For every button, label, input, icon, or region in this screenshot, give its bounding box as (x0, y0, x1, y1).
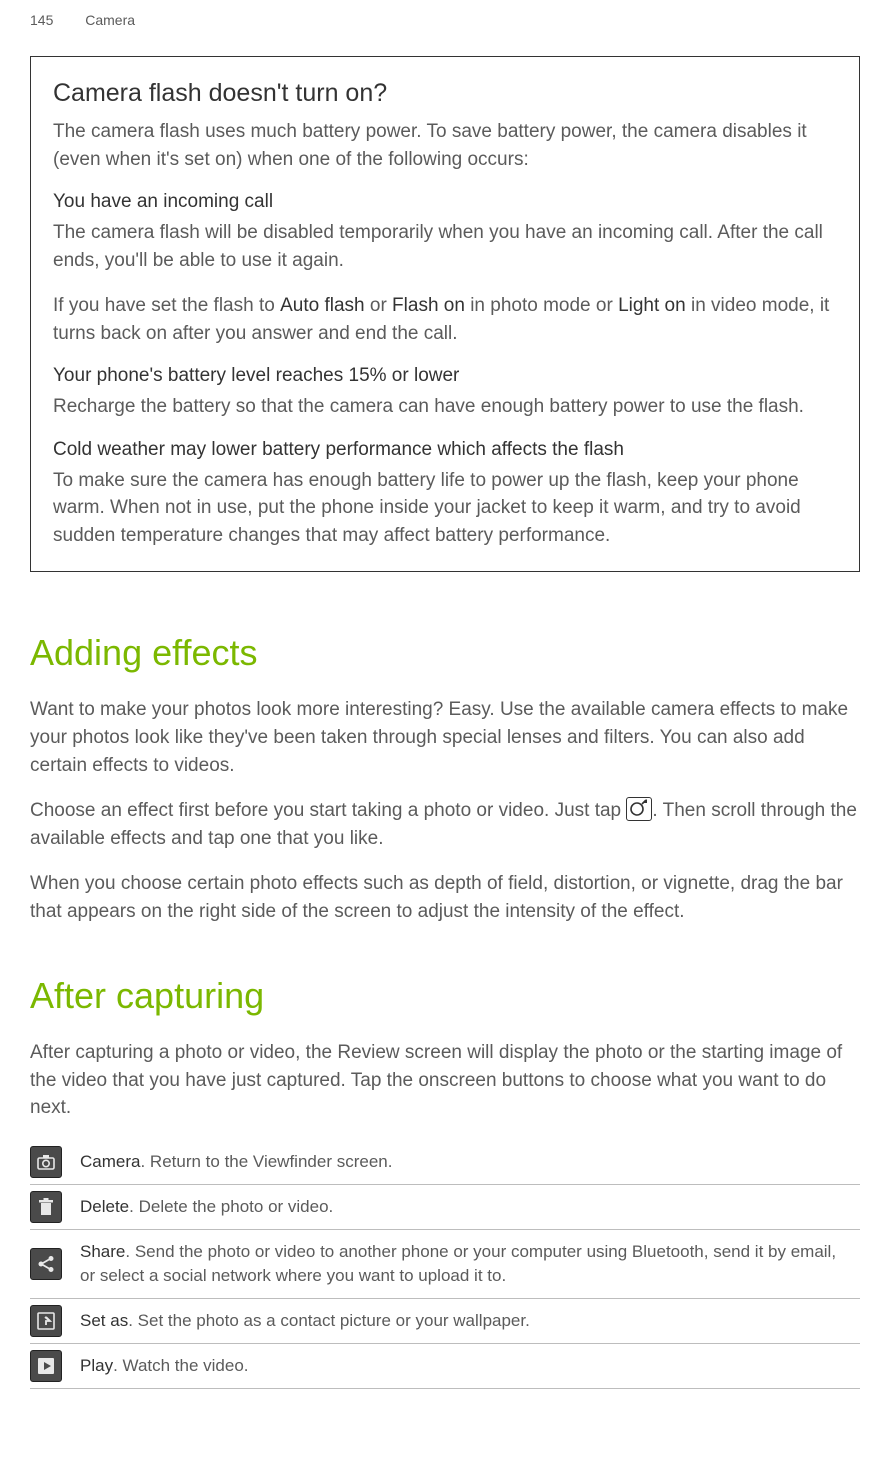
box-title: Camera flash doesn't turn on? (53, 79, 837, 108)
action-name: Camera (80, 1152, 140, 1171)
table-row: Play. Watch the video. (30, 1343, 860, 1388)
action-name: Play (80, 1356, 113, 1375)
share-icon[interactable] (30, 1248, 62, 1280)
battery-heading: Your phone's battery level reaches 15% o… (53, 365, 837, 387)
action-desc: . Send the photo or video to another pho… (80, 1242, 836, 1285)
row-text: Share. Send the photo or video to anothe… (72, 1229, 860, 1298)
row-text: Delete. Delete the photo or video. (72, 1184, 860, 1229)
effects-p2: Choose an effect first before you start … (30, 797, 860, 852)
cold-p1: To make sure the camera has enough batte… (53, 467, 837, 550)
action-desc: . Watch the video. (113, 1356, 248, 1375)
row-text: Set as. Set the photo as a contact pictu… (72, 1298, 860, 1343)
effects-p3: When you choose certain photo effects su… (30, 870, 860, 925)
action-name: Share (80, 1242, 125, 1261)
table-row: Set as. Set the photo as a contact pictu… (30, 1298, 860, 1343)
flash-info-box: Camera flash doesn't turn on? The camera… (30, 56, 860, 572)
after-p1: After capturing a photo or video, the Re… (30, 1039, 860, 1122)
battery-p1: Recharge the battery so that the camera … (53, 393, 837, 421)
effects-icon (626, 797, 652, 821)
auto-flash-label: Auto flash (280, 295, 365, 316)
set-as-icon[interactable] (30, 1305, 62, 1337)
action-name: Set as (80, 1311, 128, 1330)
page-header: 145 Camera (30, 0, 860, 56)
cold-heading: Cold weather may lower battery performan… (53, 439, 837, 461)
action-desc: . Set the photo as a contact picture or … (128, 1311, 530, 1330)
text: in photo mode or (465, 295, 618, 316)
adding-effects-title: Adding effects (30, 632, 860, 674)
after-capturing-title: After capturing (30, 975, 860, 1017)
camera-icon[interactable] (30, 1146, 62, 1178)
action-desc: . Return to the Viewfinder screen. (140, 1152, 392, 1171)
flash-on-label: Flash on (392, 295, 465, 316)
action-name: Delete (80, 1197, 129, 1216)
incoming-call-p2: If you have set the flash to Auto flash … (53, 292, 837, 347)
light-on-label: Light on (618, 295, 686, 316)
actions-table: Camera. Return to the Viewfinder screen.… (30, 1140, 860, 1389)
table-row: Delete. Delete the photo or video. (30, 1184, 860, 1229)
effects-p1: Want to make your photos look more inter… (30, 696, 860, 779)
table-row: Camera. Return to the Viewfinder screen. (30, 1140, 860, 1185)
table-row: Share. Send the photo or video to anothe… (30, 1229, 860, 1298)
page-section: Camera (85, 12, 135, 28)
action-desc: . Delete the photo or video. (129, 1197, 333, 1216)
incoming-call-p1: The camera flash will be disabled tempor… (53, 219, 837, 274)
play-icon[interactable] (30, 1350, 62, 1382)
delete-icon[interactable] (30, 1191, 62, 1223)
row-text: Camera. Return to the Viewfinder screen. (72, 1140, 860, 1185)
text: If you have set the flash to (53, 295, 280, 316)
text: Choose an effect first before you start … (30, 800, 626, 821)
incoming-call-heading: You have an incoming call (53, 191, 837, 213)
page-number: 145 (30, 12, 53, 28)
box-intro: The camera flash uses much battery power… (53, 118, 837, 173)
text: or (365, 295, 392, 316)
row-text: Play. Watch the video. (72, 1343, 860, 1388)
